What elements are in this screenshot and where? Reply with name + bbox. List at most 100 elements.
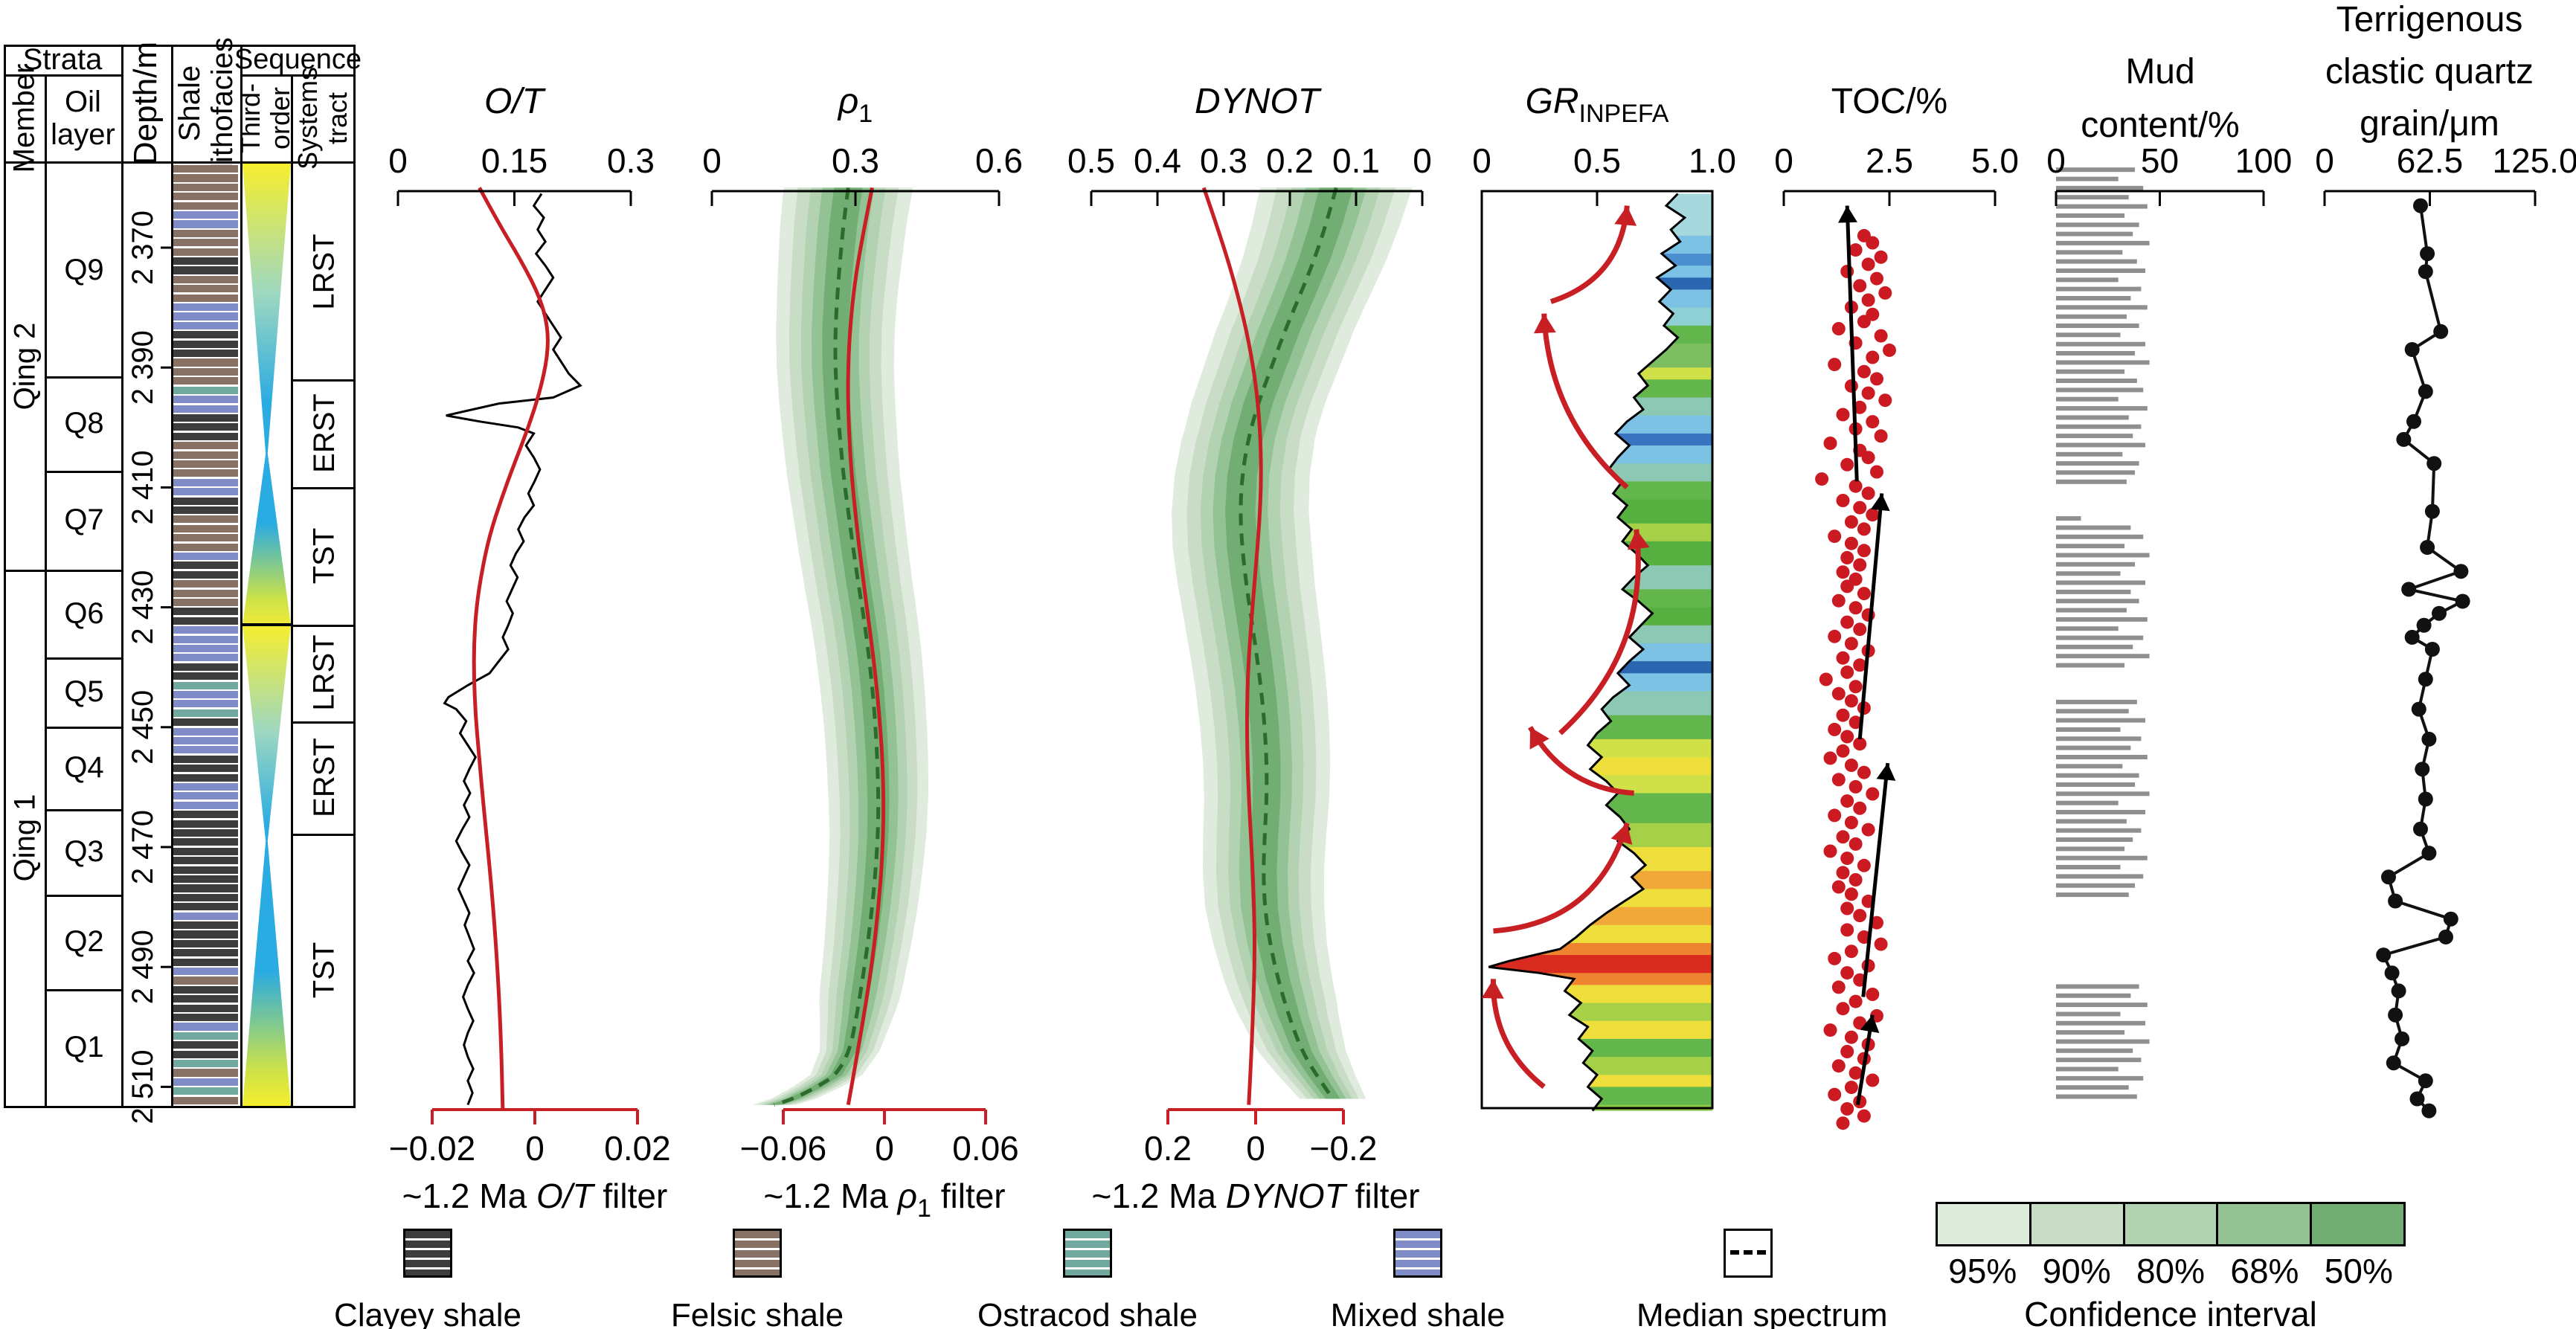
- confidence-level-label: 50%: [2324, 1252, 2393, 1290]
- confidence-cell: [1938, 1204, 2029, 1244]
- svg-text:0.1: 0.1: [1332, 141, 1380, 180]
- svg-text:Mud: Mud: [2125, 52, 2194, 91]
- svg-text:−0.2: −0.2: [1310, 1129, 1378, 1168]
- confidence-color-bar: [1936, 1202, 2406, 1246]
- lithofacies-stripe: [173, 193, 238, 201]
- svg-text:−0.06: −0.06: [740, 1129, 826, 1168]
- lithofacies-stripe: [173, 921, 238, 930]
- lithofacies-stripe: [173, 211, 238, 219]
- lithofacies-stripe: [173, 811, 238, 819]
- lithofacies-stripe: [173, 423, 238, 431]
- lithofacies-stripe: [173, 377, 238, 385]
- lithofacies-stripe: [173, 432, 238, 440]
- lithofacies-stripe: [173, 367, 238, 376]
- lithofacies-stripe: [173, 672, 238, 680]
- svg-text:0.4: 0.4: [1134, 141, 1181, 180]
- track-mud: [2056, 167, 2150, 1099]
- median-spectrum-swatch: [1724, 1229, 1773, 1278]
- table-border-bottom: [4, 1106, 356, 1108]
- svg-text:Terrigenous: Terrigenous: [2336, 0, 2523, 39]
- lithofacies-stripe: [173, 1087, 238, 1095]
- lithofacies-stripe: [173, 617, 238, 625]
- lithofacies-stripe: [173, 838, 238, 846]
- svg-text:0.5: 0.5: [1573, 141, 1621, 180]
- lithofacies-stripe: [173, 285, 238, 293]
- svg-text:grain/μm: grain/μm: [2360, 104, 2499, 144]
- lithofacies-stripe: [173, 331, 238, 339]
- table-gridline: [4, 161, 356, 164]
- lithofacies-stripe: [173, 598, 238, 607]
- track-rho: [752, 187, 928, 1107]
- systems-tract-row: LRST: [293, 164, 356, 382]
- legend-item-median-spectrum: Median spectrum: [1637, 1229, 1887, 1329]
- lithofacies-stripe: [173, 635, 238, 643]
- lithofacies-stripe: [173, 506, 238, 515]
- sequence-header-label: Sequence: [234, 44, 362, 75]
- systems-tract-row: LRST: [293, 625, 356, 724]
- confidence-level-labels: 95% 90% 80% 68% 50%: [1936, 1251, 2406, 1291]
- oil-layer-header: Oil layer: [45, 74, 121, 161]
- svg-text:0: 0: [2046, 141, 2066, 180]
- lithofacies-stripe: [173, 820, 238, 828]
- lithofacies-stripe: [173, 1004, 238, 1012]
- lithofacies-stripe: [173, 248, 238, 256]
- table-gridline: [4, 74, 123, 77]
- svg-text:2 470: 2 470: [126, 810, 159, 884]
- track-dynot: [1172, 187, 1413, 1105]
- strata-header: Strata: [4, 43, 121, 76]
- systems-tract-row: TST: [293, 487, 356, 627]
- lithofacies-stripe: [173, 340, 238, 348]
- svg-text:2 410: 2 410: [126, 450, 159, 524]
- svg-text:1.0: 1.0: [1689, 141, 1736, 180]
- legend-item-clayey-shale: Clayey shale: [316, 1229, 539, 1329]
- lithofacies-stripe: [173, 442, 238, 450]
- member-row: Qing 2: [6, 164, 45, 572]
- lithofacies-stripe: [173, 229, 238, 237]
- svg-text:TOC/%: TOC/%: [1831, 82, 1947, 121]
- lithofacies-stripe: [173, 396, 238, 404]
- lithofacies-stripe: [173, 1014, 238, 1022]
- lithofacies-stripe: [173, 451, 238, 459]
- svg-text:0.06: 0.06: [952, 1129, 1019, 1168]
- lithofacies-stripe: [173, 497, 238, 505]
- svg-text:~1.2 Ma DYNOT filter: ~1.2 Ma DYNOT filter: [1092, 1177, 1420, 1215]
- lithofacies-stripe: [173, 755, 238, 763]
- svg-text:2 390: 2 390: [126, 330, 159, 405]
- svg-text:O/T: O/T: [484, 82, 547, 121]
- lithofacies-stripe: [173, 912, 238, 920]
- confidence-cell: [2216, 1204, 2310, 1244]
- confidence-legend: 95% 90% 80% 68% 50% Confidence interval: [1936, 1202, 2406, 1329]
- svg-text:0.15: 0.15: [481, 141, 548, 180]
- dashed-line-icon: [1730, 1250, 1766, 1255]
- lithofacies-stripe: [173, 939, 238, 947]
- svg-text:clastic quartz: clastic quartz: [2325, 52, 2534, 91]
- svg-text:~1.2 Ma ρ1 filter: ~1.2 Ma ρ1 filter: [763, 1177, 1005, 1223]
- lithofacies-stripe: [173, 515, 238, 524]
- confidence-level-label: 90%: [2042, 1252, 2111, 1290]
- lithofacies-stripe: [173, 995, 238, 1003]
- mixed-shale-label: Mixed shale: [1330, 1297, 1506, 1329]
- lithofacies-stripe: [173, 534, 238, 542]
- lithofacies-stripe: [173, 1023, 238, 1031]
- lithofacies-stripe: [173, 1032, 238, 1040]
- lithofacies-stripe: [173, 303, 238, 312]
- lithofacies-stripe: [173, 488, 238, 496]
- clayey-shale-swatch: [403, 1229, 452, 1278]
- strata-header-label: Strata: [22, 43, 103, 76]
- sequence-header: Sequence: [234, 44, 362, 75]
- svg-text:−0.02: −0.02: [389, 1129, 475, 1168]
- svg-text:125.0: 125.0: [2492, 141, 2576, 180]
- toc-trend-arrows: [1838, 205, 1896, 1105]
- lithofacies-stripe: [173, 580, 238, 588]
- track-toc: [1815, 205, 1896, 1130]
- lithofacies-stripe: [173, 239, 238, 247]
- svg-text:~1.2 Ma O/T filter: ~1.2 Ma O/T filter: [402, 1177, 668, 1215]
- lithofacies-stripe: [173, 857, 238, 865]
- track-gr: [1480, 190, 1714, 1112]
- confidence-cell: [2310, 1204, 2403, 1244]
- table-gridline: [121, 45, 123, 1108]
- lithofacies-stripe: [173, 165, 238, 173]
- lithofacies-stripe: [173, 275, 238, 283]
- mixed-shale-swatch: [1393, 1229, 1442, 1278]
